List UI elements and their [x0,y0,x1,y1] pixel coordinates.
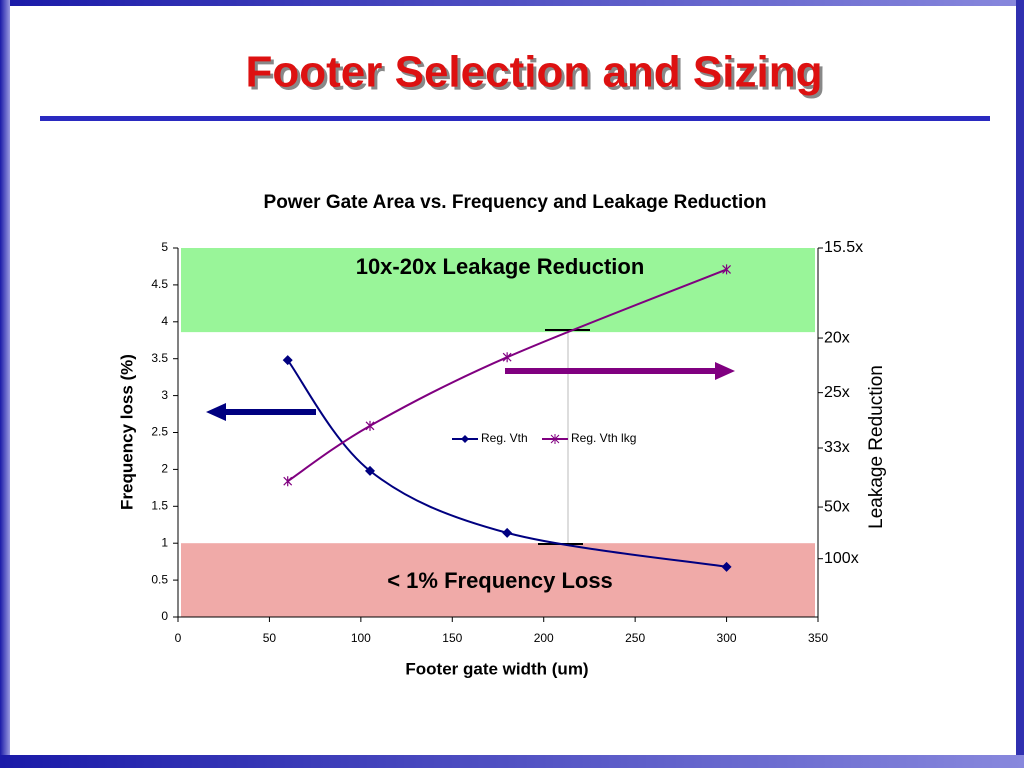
y2-tick-label: 25x [824,384,850,401]
slide-title: Footer Selection and Sizing [246,48,823,97]
y-tick-label: 0 [161,609,168,623]
y-tick-label: 5 [161,240,168,254]
point [282,355,293,366]
x-tick-label: 150 [442,631,462,645]
right-border [1016,0,1024,768]
y-axis-label: Frequency loss (%) [117,354,136,510]
y2-tick-label: 15.5x [824,239,863,256]
legend-label: Reg. Vth lkg [571,431,636,445]
x-tick-label: 200 [534,631,554,645]
series-line [286,359,727,568]
band [181,248,815,333]
legend-label: Reg. Vth [481,431,528,445]
y2-tick-label: 100x [824,550,859,567]
x-tick-label: 350 [808,631,828,645]
y2-axis-label: Leakage Reduction [866,365,887,529]
legend-marker [550,434,560,444]
x-tick-label: 250 [625,631,645,645]
slide-title-shadow: Footer Selection and Sizing [249,51,826,100]
x-axis-label: Footer gate width (um) [405,659,588,678]
x-tick-label: 100 [351,631,371,645]
plot: 10x-20x Leakage Reduction < 1% Frequency … [151,239,863,645]
right-arrow [505,362,735,380]
band-label: < 1% Frequency Loss [387,568,613,593]
x-tick-label: 0 [175,631,182,645]
y-tick-label: 1 [161,535,168,549]
point [722,264,731,275]
x-tick-label: 300 [717,631,737,645]
point [365,465,375,476]
legend-marker [461,435,469,443]
y2-tick-label: 50x [824,498,850,515]
y-tick-label: 3.5 [151,351,168,365]
y-tick-label: 4.5 [151,277,168,291]
y2-tick-label: 20x [824,329,850,346]
top-border [0,0,1024,6]
left-border [0,0,10,768]
band-label: 10x-20x Leakage Reduction [356,254,645,279]
legend-item: Reg. Vth [452,431,528,445]
y-tick-label: 0.5 [151,572,168,586]
left-arrow [206,403,316,421]
bottom-border [0,755,1024,768]
y-tick-label: 4 [161,314,168,328]
point [721,561,732,572]
y2-tick-label: 33x [824,439,850,456]
y-tick-label: 3 [161,388,168,402]
point [502,352,512,363]
point [283,476,293,487]
x-tick-label: 50 [263,631,277,645]
y-tick-label: 1.5 [151,498,168,512]
chart-title: Power Gate Area vs. Frequency and Leakag… [264,192,767,213]
legend-item: Reg. Vth lkg [542,431,636,445]
title-rule [40,116,990,121]
band [181,543,815,617]
point [365,420,375,431]
y-tick-label: 2.5 [151,425,168,439]
series-line [287,268,727,483]
y-tick-label: 2 [161,462,168,476]
point [502,527,513,538]
